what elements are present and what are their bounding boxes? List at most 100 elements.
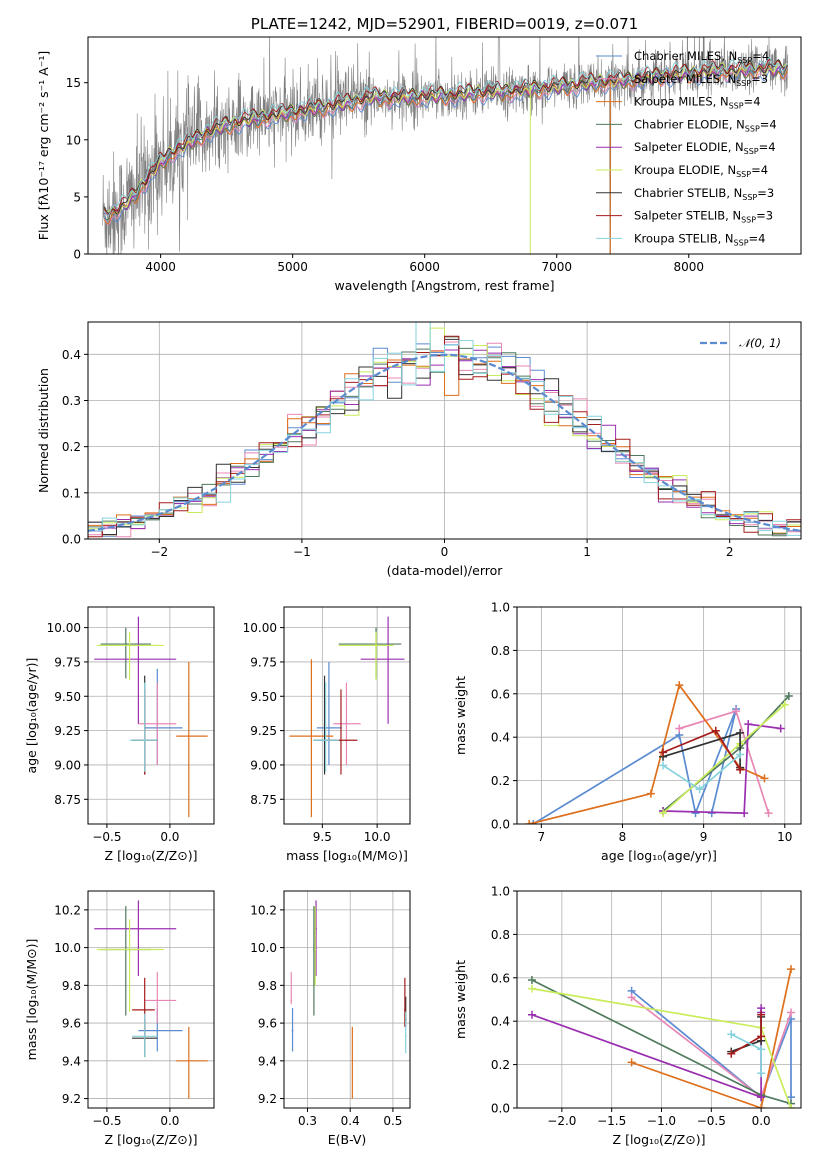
legend-nssp-eq: = [751,72,761,86]
series-point-marker [525,820,534,824]
series-line [631,990,792,1099]
legend-entry: Salpeter STELIB, NSSP=3 [596,209,773,225]
legend-series-name: Kroupa MILES [634,95,713,109]
axes-frame [283,890,411,1109]
series-point-marker [787,1008,796,1017]
legend-nssp-value: 4 [769,117,776,131]
legend-label: Salpeter ELODIE, NSSP=4 [634,140,776,156]
errorbar-salpeter-elodie [360,616,405,724]
x-tick-label: 10.0 [364,830,391,844]
weight-series-kroupa-miles [627,965,796,1108]
series-point-marker [757,1045,766,1054]
legend-nssp-prefix: , N [721,49,737,63]
y-tick-label: 0.2 [491,774,510,788]
series-line [662,753,741,791]
plot-area [525,681,793,824]
errorbar-chabrier-miles [144,668,183,765]
y-tick-label: 10 [66,133,81,147]
plot-area [289,616,405,818]
ticks: −0.5 0.0 8.75 9.00 9.25 9.50 9.75 10.00 [47,621,180,844]
legend-nssp-prefix: , N [720,163,736,177]
y-tick-label: 0.8 [491,928,510,942]
y-tick-label: 9.6 [258,1017,277,1031]
series-point-marker [757,1010,766,1019]
plot-area [290,900,407,1099]
x-tick-label: 4000 [145,260,176,274]
series-point-marker [529,820,538,824]
series-line [662,703,786,814]
legend-nssp-eq: = [760,117,770,131]
legend-nssp-subscript: SSP [737,56,752,65]
ticks: 9.5 10.0 8.75 9.00 9.25 9.50 9.75 10.00 [243,621,391,844]
model-line-kroupa-stelib [103,56,788,217]
y-tick-label: 8.75 [54,793,81,807]
grid [517,890,801,1109]
plot-area [94,900,208,1099]
x-tick-label: 0.4 [341,1114,360,1128]
y-tick-label: 9.75 [54,655,81,669]
y-tick-label: 0.4 [491,731,510,745]
legend-nssp-subscript: SSP [741,216,756,225]
y-tick-label: 10.2 [250,903,277,917]
series-point-marker [675,724,684,733]
panel-mass-vs-EBV: 0.3 0.4 0.5 9.2 9.4 9.6 9.8 10.0 10.2 E(B-V) [250,890,411,1147]
model-line-kroupa-elodie [103,61,788,215]
ticks: −0.5 0.0 9.2 9.4 9.6 9.8 10.0 10.2 [54,903,179,1128]
legend-entry: Chabrier MILES, NSSP=4 [596,49,769,65]
errorbar-salpeter-elodie [94,616,177,724]
legend-label: Chabrier STELIB, NSSP=3 [634,186,774,202]
errorbar-chabrier-stelib [313,675,336,775]
legend-nssp-value: 4 [768,140,775,154]
legend-series-name: Salpeter STELIB [634,209,725,223]
axes-frame [283,606,411,825]
legend-label: Kroupa ELODIE, NSSP=4 [634,163,768,179]
errorbar-kroupa-elodie [338,631,394,680]
legend-entry: Chabrier STELIB, NSSP=3 [596,186,774,202]
y-tick-label: 10.0 [54,941,81,955]
errorbar-salpeter-miles [138,682,177,765]
legend-nssp-value: 4 [753,95,760,109]
x-tick-label: 8 [619,830,627,844]
weight-series-salpeter-stelib [659,726,745,774]
plot-area [94,616,208,818]
series-point-marker [787,1104,796,1108]
y-tick-label: 9.25 [250,724,277,738]
legend-label: Chabrier ELODIE, NSSP=4 [634,117,777,133]
y-tick-label: 0.0 [62,533,81,547]
legend-series-name: Salpeter MILES [634,72,720,86]
series-line [631,968,792,1108]
y-axis-label: mass weight [453,676,468,755]
weight-series-chabrier-stelib [659,728,745,772]
legend-nssp-value: 4 [762,49,769,63]
plot-area [88,322,801,539]
errorbar-salpeter-stelib [404,977,406,1027]
errorbar-kroupa-miles [176,661,208,818]
panel-mass-vs-Z: −0.5 0.0 9.2 9.4 9.6 9.8 10.0 10.2 Z [log₁₀(Z/Z⊙… [24,890,215,1147]
x-axis-label: E(B-V) [328,1132,367,1147]
errorbar-chabrier-miles [316,661,343,765]
legend-series-name: Chabrier MILES [634,49,721,63]
legend-nssp-prefix: , N [729,117,745,131]
legend-nssp-subscript: SSP [734,238,749,247]
legend-nssp-subscript: SSP [736,79,751,88]
y-tick-label: 0.4 [491,1015,510,1029]
ticks: 4000 5000 6000 7000 8000 0 5 10 15 [66,76,704,274]
legend-entry: Kroupa MILES, NSSP=4 [596,95,761,111]
ticks: −2.0 −1.5 −1.0 −0.5 0.0 0.0 0.2 0.4 0.6 0.8 1.0 [491,885,771,1129]
grid [284,891,410,1108]
grid [88,891,214,1108]
x-axis-label: Z [log₁₀(Z/Z⊙)] [105,1132,198,1147]
x-tick-label: 9 [700,830,708,844]
series-point-marker [627,1058,636,1067]
y-tick-label: 0.2 [491,1058,510,1072]
series-point-marker [784,691,793,700]
legend-nssp-subscript: SSP [745,124,760,133]
legend-nssp-prefix: , N [726,186,742,200]
errorbar-kroupa-miles [289,659,334,818]
ticks: 0.3 0.4 0.5 9.2 9.4 9.6 9.8 10.0 10.2 [250,903,402,1128]
series-point-marker [711,726,720,735]
axes-frame [87,890,215,1109]
series-point-marker [732,707,741,716]
series-point-marker [736,750,745,759]
legend-nssp-prefix: , N [725,209,741,223]
